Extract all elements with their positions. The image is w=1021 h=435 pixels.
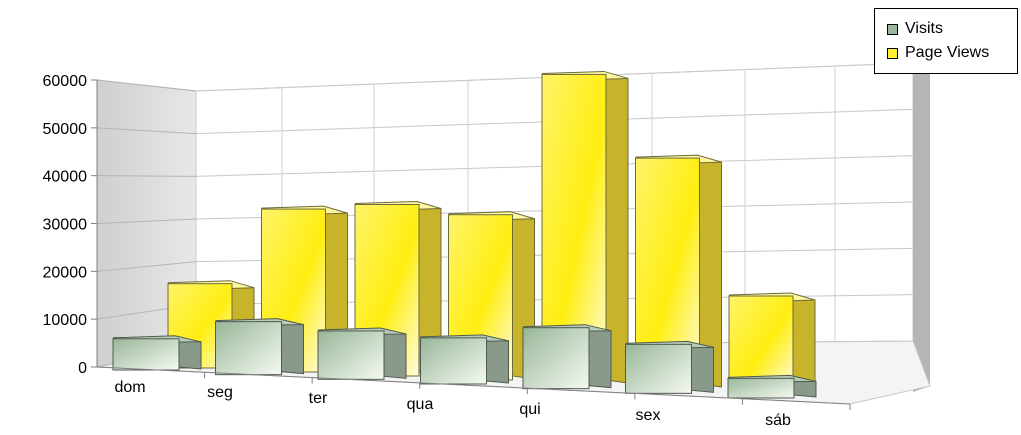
gridline-side-4 [96,175,197,177]
legend-label-page-views: Page Views [905,44,990,61]
y-tick-label-6: 60000 [43,73,88,90]
bar-visits-qua [420,334,509,385]
bar-visits-front-6 [727,377,795,399]
bar-visits-front-0 [112,338,180,371]
bar-visits-sáb [727,374,817,399]
legend-item-page-views: Page Views [887,42,989,64]
x-axis-line [96,366,851,405]
bar-visits-side-3 [486,337,509,384]
bar-visits-sex [625,340,714,394]
x-tick-label-seg: seg [207,384,233,401]
bar-visits-front-5 [625,343,692,394]
bar-visits-front-1 [215,321,282,376]
bar-visits-seg [215,318,304,376]
legend-item-visits: Visits [887,18,943,40]
y-tick-label-3: 30000 [43,217,88,234]
right-wall-edge [913,62,930,392]
x-tick-label-qui: qui [519,401,540,418]
bar-visits-ter [317,327,407,380]
legend-swatch-visits [887,23,898,35]
x-tick-label-dom: dom [114,379,145,396]
bar-visits-front-3 [420,337,487,385]
y-tick-label-1: 10000 [43,312,88,329]
bar-visits-side-2 [383,330,407,379]
y-tick-label-2: 20000 [43,264,88,281]
x-tick-label-ter: ter [309,390,328,407]
y-tick-label-4: 40000 [43,169,88,186]
gridline-side-3 [96,218,197,224]
y-tick-label-5: 50000 [43,121,88,138]
bar-visits-side-1 [281,321,304,375]
bar-visits-front-4 [522,327,590,390]
x-tick-label-qua: qua [407,396,434,413]
bar-visits-dom [112,335,202,371]
bar-visits-qui [522,324,612,390]
bar-visits-side-0 [178,338,202,370]
legend-swatch-page-views [887,47,898,59]
legend: Visits Page Views [874,8,1018,74]
y-tick-label-0: 0 [78,360,87,377]
x-tick-label-sex: sex [636,407,661,424]
bar-visits-front-2 [317,330,385,380]
x-tick-label-sáb: sáb [765,412,791,429]
gridline-side-2 [96,261,197,272]
bar-visits-side-5 [691,343,714,393]
bar-visits-side-4 [588,327,612,389]
legend-label-visits: Visits [905,20,943,37]
gridline-side-5 [96,127,197,135]
gridline-side-6 [96,79,197,92]
